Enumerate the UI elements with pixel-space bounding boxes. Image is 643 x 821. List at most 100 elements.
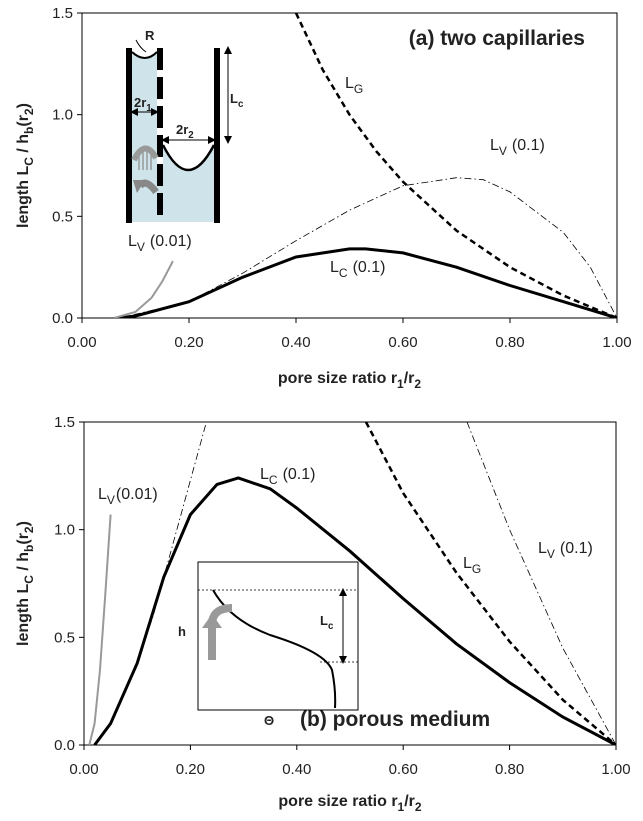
text-part: b (22, 127, 36, 134)
text-part: 1 (398, 800, 405, 814)
x-tick-label: 0.40 (282, 761, 311, 778)
text-part: (r (15, 115, 32, 127)
text-part: pore size ratio r (278, 793, 397, 810)
series-name: L (330, 259, 339, 276)
series-subscript: G (472, 562, 481, 576)
series-subscript: V (499, 144, 507, 158)
text-part: (r (15, 533, 32, 545)
text-part: length L (15, 166, 32, 228)
inset-label: Lc (320, 613, 334, 632)
series-name: L (538, 540, 547, 557)
inset-label-text: Θ (264, 713, 274, 728)
y-tick-label: 1.5 (52, 5, 73, 22)
chart-title: (a) two capillaries (409, 27, 585, 50)
text-part: / h (15, 552, 32, 575)
y-axis-label: length LC / hb(r2) (15, 521, 36, 646)
data-line (113, 260, 174, 318)
inset-label-sub: 1 (146, 103, 152, 114)
inset-label: Θ (264, 713, 274, 728)
data-line (119, 177, 617, 318)
x-tick-label: 1.00 (602, 334, 631, 351)
text-part: 2 (22, 108, 36, 115)
x-axis-label: pore size ratio r1/r2 (278, 793, 422, 814)
data-line (93, 476, 616, 745)
series-name: L (345, 75, 354, 92)
x-tick-label: 0.20 (174, 334, 203, 351)
inset-label-sub: 2 (188, 130, 194, 141)
data-line (364, 422, 616, 745)
y-tick-label: 1.0 (52, 107, 73, 124)
inset-label: Lc (230, 91, 244, 110)
data-line (119, 247, 617, 318)
y-tick-label: 1.0 (54, 522, 75, 539)
chart-title: (b) porous medium (300, 708, 490, 731)
x-tick-label: 0.00 (67, 334, 96, 351)
inset-diagram-a (126, 39, 232, 223)
text-part: 2 (22, 526, 36, 533)
text-part: 2 (415, 800, 422, 814)
text-part: /r (404, 370, 415, 387)
text-part: C (22, 157, 36, 166)
y-tick-label: 0.0 (52, 310, 73, 327)
series-name: L (128, 233, 137, 250)
text-part: /r (404, 793, 415, 810)
text-part: ) (15, 521, 32, 526)
inset-label-text: h (178, 624, 186, 639)
series-name: L (463, 555, 472, 572)
series-name: L (260, 466, 269, 483)
series-label: LV(0.01) (128, 233, 192, 254)
inset-diagram-b (197, 561, 359, 711)
x-tick-label: 0.00 (69, 761, 98, 778)
y-tick-label: 0.5 (52, 208, 73, 225)
series-subscript: C (339, 266, 348, 280)
text-part: length L (15, 584, 32, 646)
inset-label-sub: c (238, 99, 244, 110)
series-note: (0.1) (283, 466, 316, 483)
series-label: LG (463, 555, 481, 576)
y-axis-label: length LC / hb(r2) (15, 103, 36, 228)
series-note: (0.1) (353, 259, 386, 276)
x-tick-label: 0.80 (495, 761, 524, 778)
series-subscript: V (107, 493, 115, 507)
x-tick-label: 0.20 (176, 761, 205, 778)
text-part: ) (15, 103, 32, 108)
x-tick-label: 1.00 (601, 761, 630, 778)
series-name: L (98, 486, 107, 503)
text-part: pore size ratio r (278, 370, 397, 387)
plot-frame (83, 421, 617, 746)
y-tick-label: 0.0 (54, 737, 75, 754)
series-label: LC (0.1) (260, 466, 315, 487)
inset-label-text: L (320, 613, 328, 628)
text-part: C (22, 575, 36, 584)
series-label: LV (0.1) (538, 540, 593, 561)
inset-label: 2r2 (176, 122, 194, 141)
y-tick-label: 1.5 (54, 414, 75, 431)
text-part: / h (15, 134, 32, 157)
text-part: b (22, 545, 36, 552)
inset-label-text: 2r (176, 122, 188, 137)
x-axis-label: pore size ratio r1/r2 (278, 370, 422, 391)
series-subscript: V (547, 547, 555, 561)
series-label: LC (0.1) (330, 259, 385, 280)
x-tick-label: 0.40 (281, 334, 310, 351)
text-part: 2 (414, 377, 421, 391)
series-note: (0.1) (560, 540, 593, 557)
y-tick-label: 0.5 (54, 629, 75, 646)
x-tick-label: 0.60 (388, 334, 417, 351)
inset-label-text: L (230, 91, 238, 106)
series-label: LV(0.01) (98, 486, 158, 507)
inset-label: 2r1 (134, 95, 152, 114)
data-line (294, 13, 617, 318)
series-subscript: C (269, 473, 278, 487)
series-subscript: G (354, 82, 363, 96)
series-note: (0.1) (512, 137, 545, 154)
inset-label-sub: c (328, 621, 334, 632)
inset-label: h (178, 624, 186, 639)
text-part: 1 (397, 377, 404, 391)
data-line (88, 514, 112, 745)
series-note: (0.01) (116, 486, 158, 503)
inset-label-text: R (145, 28, 155, 43)
series-note: (0.01) (150, 233, 192, 250)
plot-frame (81, 12, 618, 319)
